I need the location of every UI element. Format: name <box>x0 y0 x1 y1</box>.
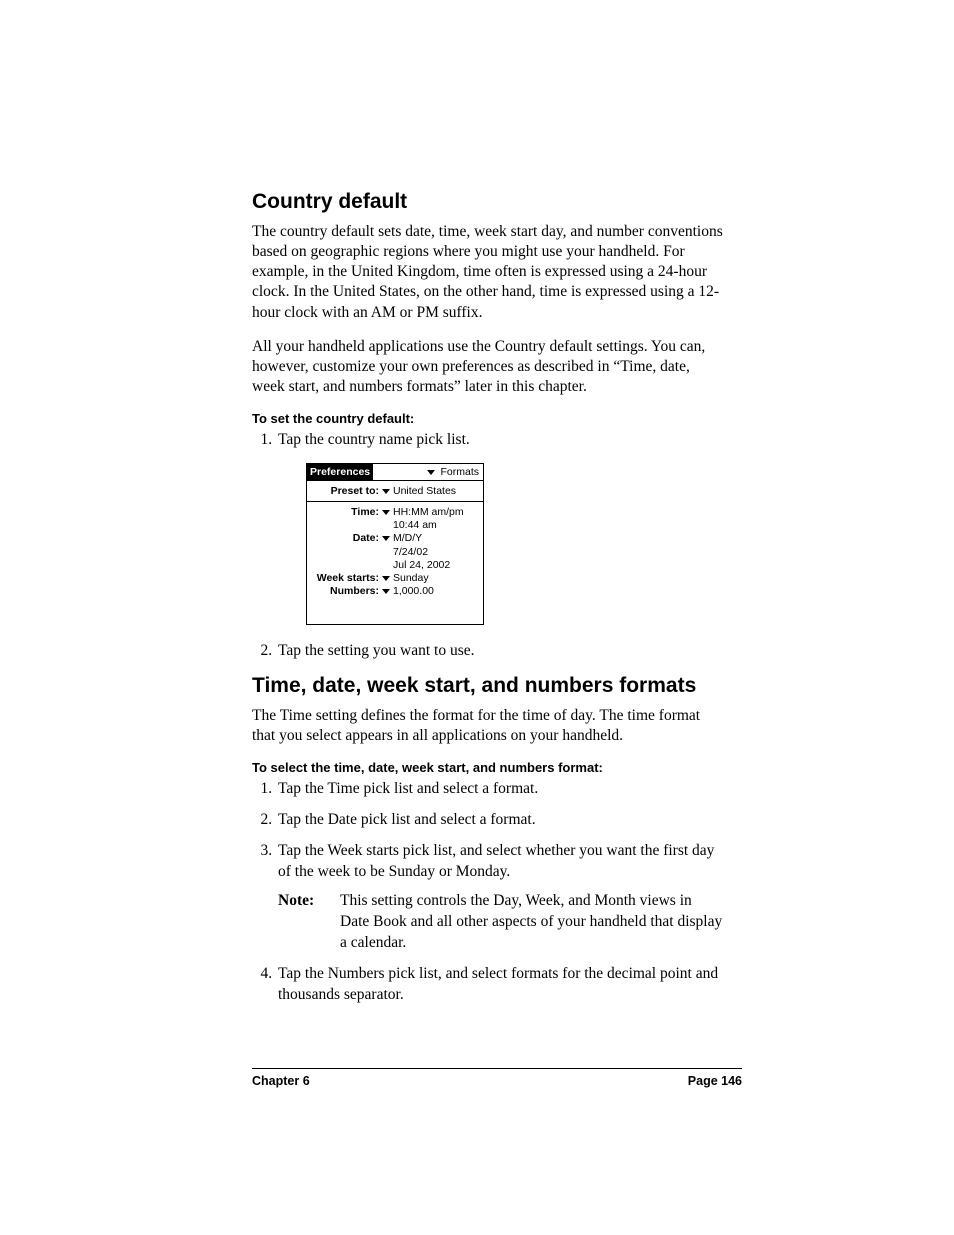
step-1-text: Tap the country name pick list. <box>278 431 470 448</box>
subhead-select-formats: To select the time, date, week start, an… <box>252 760 724 775</box>
date-example2-row: Jul 24, 2002 <box>313 559 477 572</box>
note-label: Note: <box>278 891 340 954</box>
step-b3-text: Tap the Week starts pick list, and selec… <box>278 842 714 880</box>
divider <box>307 501 483 502</box>
dropdown-icon <box>382 510 390 515</box>
dropdown-icon <box>427 470 435 475</box>
preset-label: Preset to: <box>313 485 382 498</box>
numbers-row: Numbers: 1,000.00 <box>313 585 477 598</box>
subhead-set-country: To set the country default: <box>252 411 724 426</box>
steps-list-2: Tap the Time pick list and select a form… <box>252 779 724 1005</box>
preferences-title: Preferences <box>307 464 373 480</box>
time-label: Time: <box>313 506 382 519</box>
preset-row: Preset to: United States <box>313 485 477 498</box>
step-1: Tap the country name pick list. Preferen… <box>276 430 724 625</box>
time-example: 10:44 am <box>382 519 477 532</box>
body-paragraph-1: The country default sets date, time, wee… <box>252 222 724 323</box>
numbers-value: 1,000.00 <box>393 585 434 598</box>
heading-country-default: Country default <box>252 190 724 214</box>
date-example1: 7/24/02 <box>382 546 477 559</box>
week-row: Week starts: Sunday <box>313 572 477 585</box>
step-b4-text: Tap the Numbers pick list, and select fo… <box>278 965 718 1003</box>
formats-label: Formats <box>440 465 479 479</box>
preset-value: United States <box>393 485 456 498</box>
preferences-body: Preset to: United States Time: HH:M <box>307 481 483 624</box>
step-2: Tap the setting you want to use. <box>276 641 724 662</box>
note-text: This setting controls the Day, Week, and… <box>340 891 724 954</box>
page: Country default The country default sets… <box>0 0 954 1235</box>
preset-picklist[interactable]: United States <box>382 485 477 498</box>
date-example2: Jul 24, 2002 <box>382 559 477 572</box>
date-value: M/D/Y <box>393 532 422 545</box>
step-b3: Tap the Week starts pick list, and selec… <box>276 841 724 954</box>
time-picklist[interactable]: HH:MM am/pm <box>382 506 477 519</box>
dropdown-icon <box>382 536 390 541</box>
numbers-label: Numbers: <box>313 585 382 598</box>
dropdown-icon <box>382 489 390 494</box>
preferences-screenshot: Preferences Formats Preset to: United St… <box>306 463 724 625</box>
week-picklist[interactable]: Sunday <box>382 572 477 585</box>
time-row: Time: HH:MM am/pm <box>313 506 477 519</box>
date-row: Date: M/D/Y <box>313 532 477 545</box>
heading-formats: Time, date, week start, and numbers form… <box>252 674 724 698</box>
date-label: Date: <box>313 532 382 545</box>
footer-rule <box>252 1068 742 1069</box>
footer-page: Page 146 <box>688 1074 742 1088</box>
step-b4: Tap the Numbers pick list, and select fo… <box>276 964 724 1006</box>
date-picklist[interactable]: M/D/Y <box>382 532 477 545</box>
time-value: HH:MM am/pm <box>393 506 464 519</box>
body-paragraph-3: The Time setting defines the format for … <box>252 706 724 746</box>
date-example1-row: 7/24/02 <box>313 546 477 559</box>
dropdown-icon <box>382 576 390 581</box>
step-2-text: Tap the setting you want to use. <box>278 642 475 659</box>
week-label: Week starts: <box>313 572 382 585</box>
page-footer: Chapter 6 Page 146 <box>252 1074 742 1088</box>
note-block: Note: This setting controls the Day, Wee… <box>278 891 724 954</box>
step-b2: Tap the Date pick list and select a form… <box>276 810 724 831</box>
dropdown-icon <box>382 589 390 594</box>
step-b2-text: Tap the Date pick list and select a form… <box>278 811 536 828</box>
footer-chapter: Chapter 6 <box>252 1074 310 1088</box>
formats-picklist[interactable]: Formats <box>427 465 483 479</box>
step-b1-text: Tap the Time pick list and select a form… <box>278 780 538 797</box>
preferences-titlebar: Preferences Formats <box>307 464 483 481</box>
step-b1: Tap the Time pick list and select a form… <box>276 779 724 800</box>
numbers-picklist[interactable]: 1,000.00 <box>382 585 477 598</box>
body-paragraph-2: All your handheld applications use the C… <box>252 337 724 397</box>
week-value: Sunday <box>393 572 429 585</box>
preferences-panel: Preferences Formats Preset to: United St… <box>306 463 484 625</box>
time-example-row: 10:44 am <box>313 519 477 532</box>
steps-list-1: Tap the country name pick list. Preferen… <box>252 430 724 662</box>
